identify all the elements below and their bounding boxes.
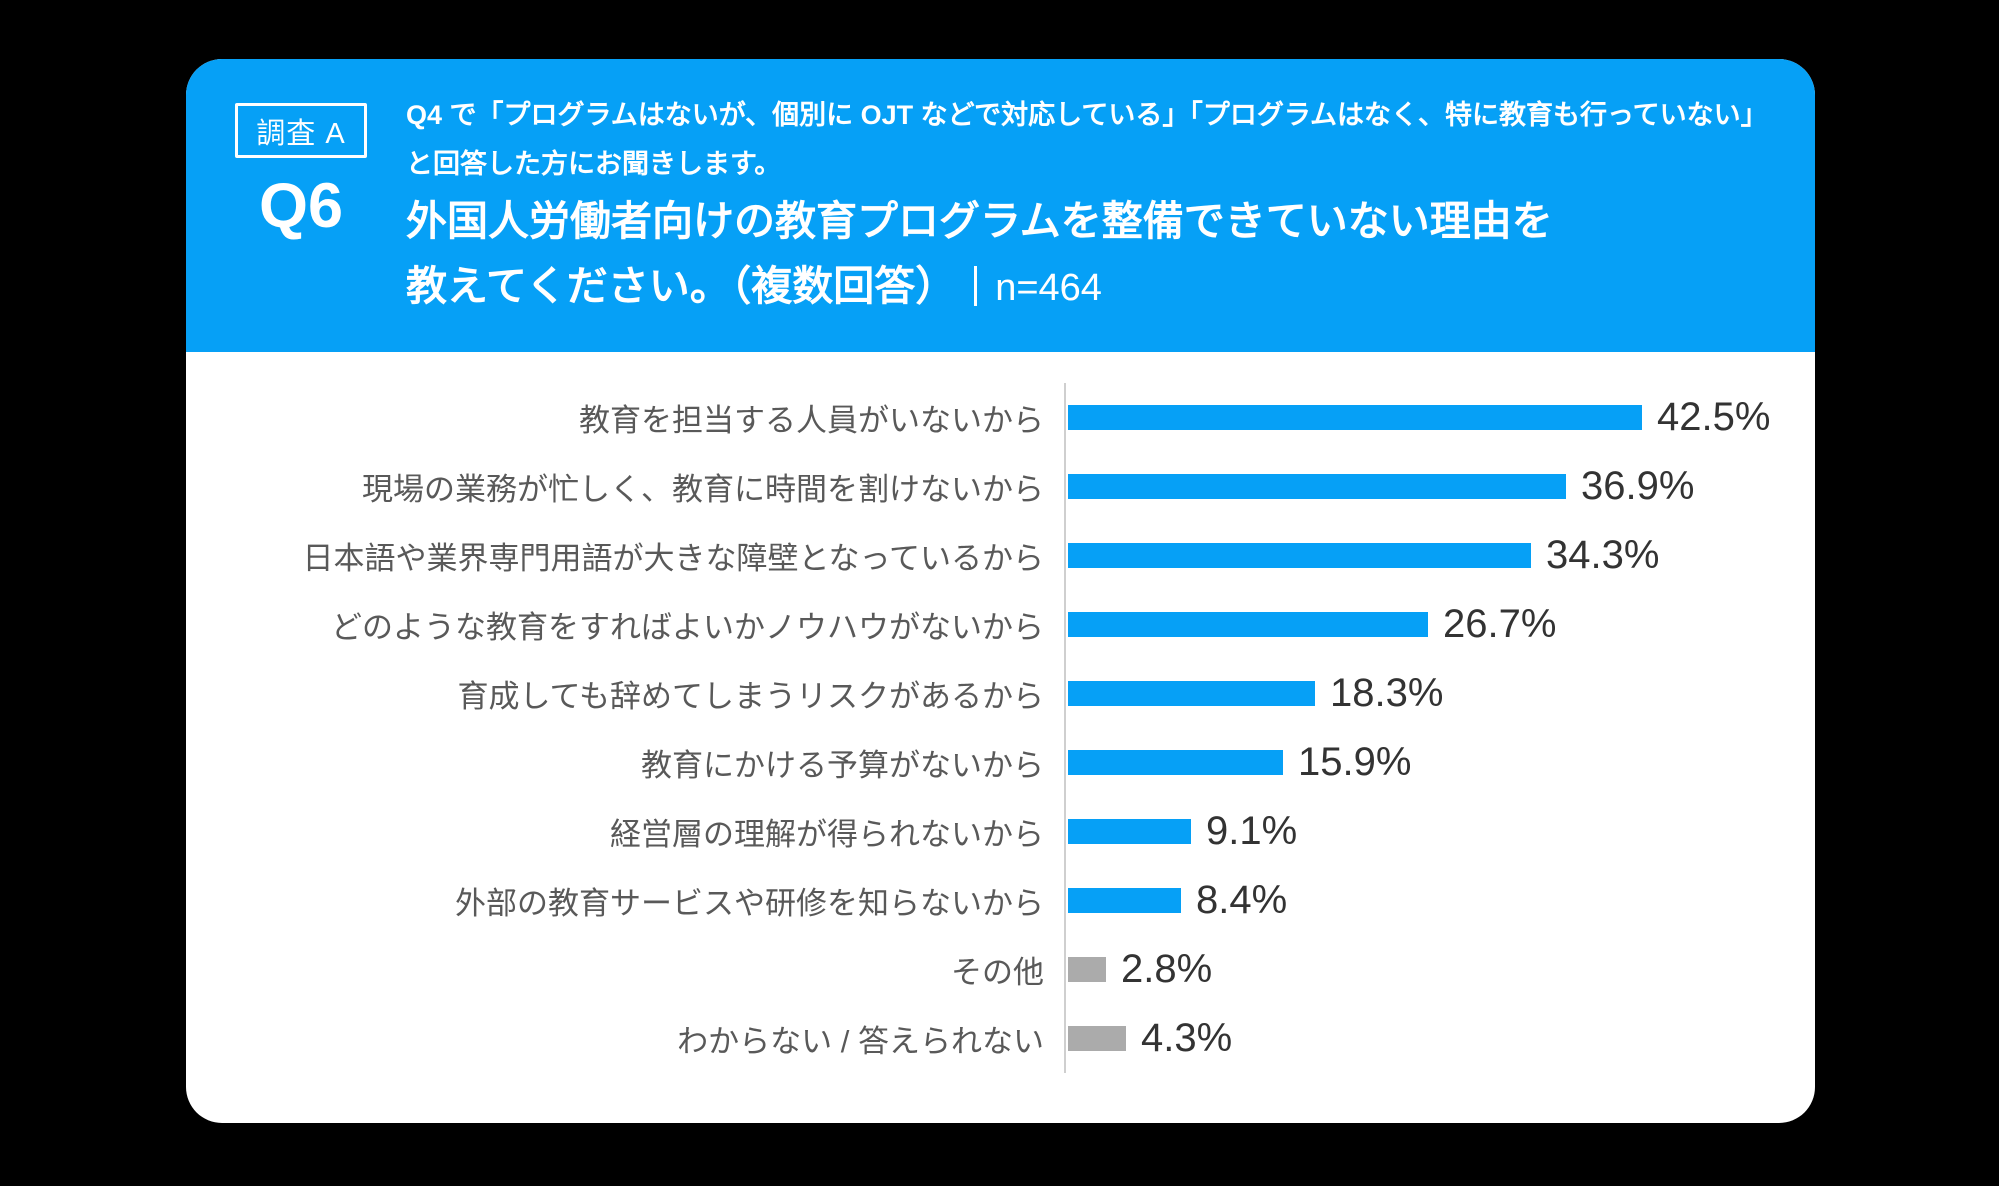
value-label: 2.8% — [1121, 947, 1213, 991]
chart-row: 教育にかける予算がないから 15.9% — [230, 728, 1770, 797]
value-label: 8.4% — [1196, 878, 1288, 922]
chart-row: 日本語や業界専門用語が大きな障壁となっているから 34.3% — [230, 521, 1770, 590]
bar-track: 2.8% — [1064, 935, 1212, 1004]
bar-track: 36.9% — [1064, 452, 1694, 521]
chart-row: どのような教育をすればよいかノウハウがないから 26.7% — [230, 590, 1770, 659]
chart-row: 外部の教育サービスや研修を知らないから 8.4% — [230, 866, 1770, 935]
bar-label: 教育を担当する人員がいないから — [579, 403, 1044, 438]
chart-row: 現場の業務が忙しく、教育に時間を割けないから 36.9% — [230, 452, 1770, 521]
chart-row: わからない / 答えられない 4.3% — [230, 1004, 1770, 1073]
question-number: Q6 — [258, 171, 344, 241]
bar-label: 現場の業務が忙しく、教育に時間を割けないから — [362, 472, 1044, 507]
bar — [1068, 819, 1191, 844]
sample-size: n=464 — [995, 267, 1102, 309]
bar-track: 9.1% — [1064, 797, 1297, 866]
bar — [1068, 681, 1315, 706]
bar-track: 4.3% — [1064, 1004, 1232, 1073]
bar-track: 8.4% — [1064, 866, 1287, 935]
survey-badge: 調査 A — [235, 103, 367, 158]
bar — [1068, 1026, 1126, 1051]
bar — [1068, 888, 1181, 913]
chart-row: 育成しても辞めてしまうリスクがあるから 18.3% — [230, 659, 1770, 728]
value-label: 9.1% — [1206, 809, 1298, 853]
bar-chart: 教育を担当する人員がいないから 42.5% 現場の業務が忙しく、教育に時間を割けない… — [230, 383, 1770, 1073]
question-text-block: Q4 で「プログラムはないが、個別に OJT などで対応している」「プログラムは… — [406, 91, 1768, 321]
bar-track: 18.3% — [1064, 659, 1443, 728]
chart-row: 教育を担当する人員がいないから 42.5% — [230, 383, 1770, 452]
bar-track: 34.3% — [1064, 521, 1659, 590]
question-title-line-1: 外国人労働者向けの教育プログラムを整備できていない理由を — [406, 198, 1553, 244]
survey-card: 調査 A Q6 Q4 で「プログラムはないが、個別に OJT などで対応している… — [186, 59, 1815, 1123]
value-label: 4.3% — [1141, 1016, 1233, 1060]
bar-label: 外部の教育サービスや研修を知らないから — [455, 886, 1044, 921]
value-label: 42.5% — [1657, 395, 1771, 439]
bar-label: 教育にかける予算がないから — [641, 748, 1044, 783]
bar-label: その他 — [951, 955, 1044, 990]
bar-label: 育成しても辞めてしまうリスクがあるから — [457, 679, 1044, 714]
value-label: 36.9% — [1581, 464, 1695, 508]
bar-label: わからない / 答えられない — [677, 1024, 1044, 1059]
chart-row: その他 2.8% — [230, 935, 1770, 1004]
bar — [1068, 957, 1106, 982]
question-id-block: 調査 A Q6 — [235, 103, 367, 238]
condition-line-2: と回答した方にお聞きします。 — [406, 149, 782, 179]
bar — [1068, 612, 1428, 637]
bar-track: 42.5% — [1064, 383, 1770, 452]
bar-label: 経営層の理解が得られないから — [610, 817, 1044, 852]
question-header: 調査 A Q6 Q4 で「プログラムはないが、個別に OJT などで対応している… — [186, 59, 1815, 352]
chart-rows: 教育を担当する人員がいないから 42.5% 現場の業務が忙しく、教育に時間を割けない… — [230, 383, 1770, 1073]
condition-line-1: Q4 で「プログラムはないが、個別に OJT などで対応している」「プログラムは… — [406, 100, 1768, 130]
chart-row: 経営層の理解が得られないから 9.1% — [230, 797, 1770, 866]
bar-track: 15.9% — [1064, 728, 1411, 797]
question-title-line-2: 教えてください。（複数回答） n=464 — [406, 254, 1766, 321]
bar — [1068, 474, 1566, 499]
value-label: 26.7% — [1443, 602, 1557, 646]
bar-track: 26.7% — [1064, 590, 1556, 659]
value-label: 34.3% — [1546, 533, 1660, 577]
bar — [1068, 543, 1531, 568]
question-title: 外国人労働者向けの教育プログラムを整備できていない理由を 教えてください。（複数… — [406, 189, 1766, 321]
bar — [1068, 750, 1283, 775]
bar — [1068, 405, 1642, 430]
bar-label: 日本語や業界専門用語が大きな障壁となっているから — [302, 541, 1044, 576]
value-label: 15.9% — [1298, 740, 1412, 784]
bar-label: どのような教育をすればよいかノウハウがないから — [331, 610, 1044, 645]
condition-text: Q4 で「プログラムはないが、個別に OJT などで対応している」「プログラムは… — [406, 91, 1768, 189]
question-title-line-2-text: 教えてください。（複数回答） — [406, 263, 957, 309]
value-label: 18.3% — [1330, 671, 1444, 715]
title-divider — [974, 266, 978, 306]
